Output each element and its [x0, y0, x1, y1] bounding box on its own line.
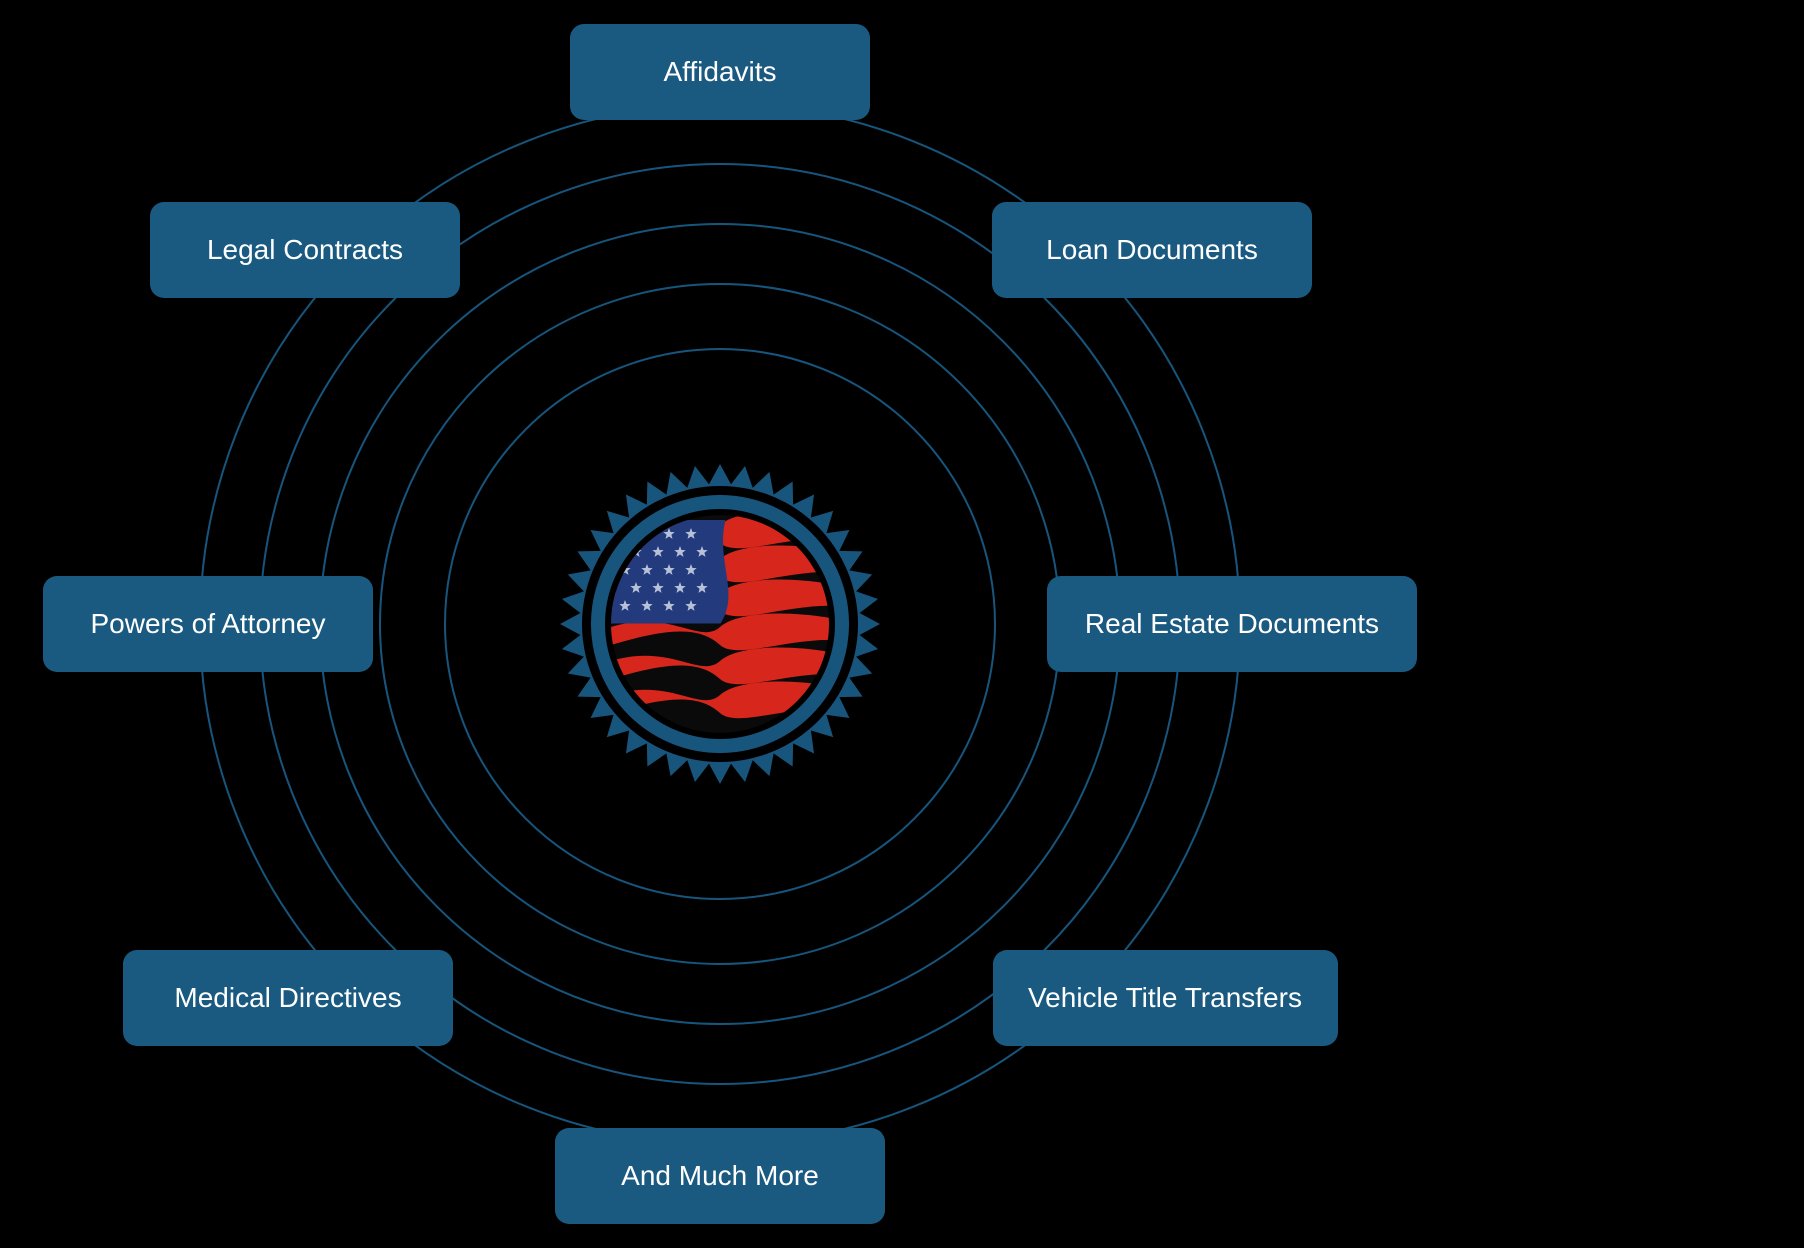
node-loan-documents: Loan Documents: [992, 202, 1312, 298]
node-label: Loan Documents: [1046, 234, 1258, 266]
node-label: Vehicle Title Transfers: [1028, 982, 1302, 1014]
node-medical-directives: Medical Directives: [123, 950, 453, 1046]
node-label: Legal Contracts: [207, 234, 403, 266]
node-label: Affidavits: [663, 56, 776, 88]
node-affidavits: Affidavits: [570, 24, 870, 120]
node-label: And Much More: [621, 1160, 819, 1192]
node-vehicle-title-transfers: Vehicle Title Transfers: [993, 950, 1338, 1046]
node-label: Medical Directives: [174, 982, 401, 1014]
node-legal-contracts: Legal Contracts: [150, 202, 460, 298]
node-powers-of-attorney: Powers of Attorney: [43, 576, 373, 672]
node-and-much-more: And Much More: [555, 1128, 885, 1224]
node-label: Powers of Attorney: [90, 608, 325, 640]
diagram-stage: Affidavits Loan Documents Real Estate Docu…: [0, 0, 1804, 1248]
node-label: Real Estate Documents: [1085, 608, 1379, 640]
node-real-estate-documents: Real Estate Documents: [1047, 576, 1417, 672]
central-seal-icon: [560, 464, 880, 784]
